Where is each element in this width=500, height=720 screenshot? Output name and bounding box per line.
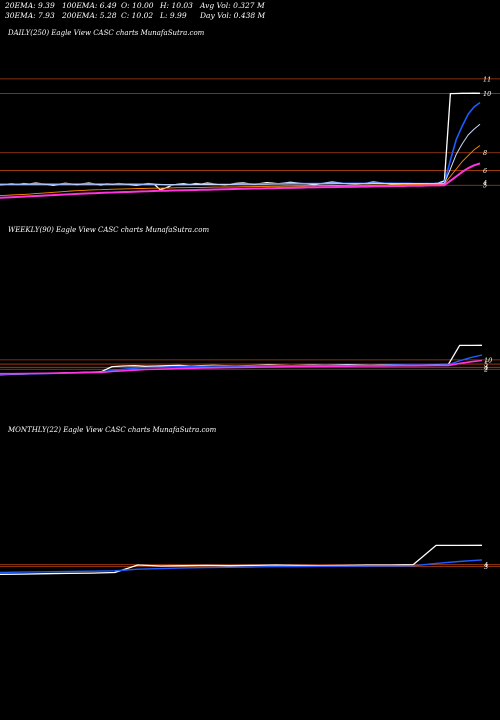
daily-series-3 (0, 145, 481, 197)
weekly-tick-label-0: 10 (484, 356, 492, 364)
weekly-series-1 (0, 354, 483, 376)
high-stat: H: 10.03 (160, 1, 193, 10)
weekly-panel-title: WEEKLY(90) Eagle View CASC charts Munafa… (8, 226, 210, 234)
daily-tick-label-2: 8 (483, 149, 487, 157)
daily-series-0 (0, 92, 481, 191)
monthly-tick-label-1: 3 (484, 563, 488, 571)
daily-series-2 (0, 123, 481, 186)
monthly-chart: 43 (0, 544, 500, 576)
monthly-series-1 (0, 559, 483, 574)
weekly-series-2 (0, 359, 483, 375)
ema20-stat: 20EMA: 9.39 (5, 1, 55, 10)
ema200-stat: 200EMA: 5.28 (62, 11, 117, 20)
ema100-stat: 100EMA: 6.49 (62, 1, 117, 10)
daily-tick-label-1: 10 (483, 90, 491, 98)
monthly-series-0 (0, 544, 483, 576)
weekly-tick-label-3: 2 (483, 366, 488, 374)
ema30-stat: 30EMA: 7.93 (5, 11, 55, 20)
day-vol-stat: Day Vol: 0.438 M (200, 11, 266, 20)
daily-tick-label-0: 11 (483, 75, 491, 83)
daily-chart: 11 10 8 6 54 (0, 75, 500, 199)
monthly-panel-title: MONTHLY(22) Eagle View CASC charts Munaf… (8, 426, 217, 434)
close-stat: C: 10.02 (121, 11, 154, 20)
daily-series-1 (0, 101, 481, 186)
avg-vol-stat: Avg Vol: 0.327 M (200, 1, 265, 10)
open-stat: O: 10.00 (121, 1, 154, 10)
daily-tick-label-4: 5 (483, 182, 487, 190)
low-stat: L: 9.99 (160, 11, 187, 20)
daily-series-4 (0, 162, 481, 199)
daily-panel-title: DAILY(250) Eagle View CASC charts Munafa… (8, 29, 205, 37)
weekly-tick-label-2: 4 (483, 364, 488, 372)
monthly-tick-label-0: 4 (483, 561, 488, 569)
daily-tick-label-5: 4 (482, 179, 487, 187)
weekly-tick-label-1: 5 (484, 361, 488, 369)
daily-tick-label-3: 6 (483, 167, 487, 175)
